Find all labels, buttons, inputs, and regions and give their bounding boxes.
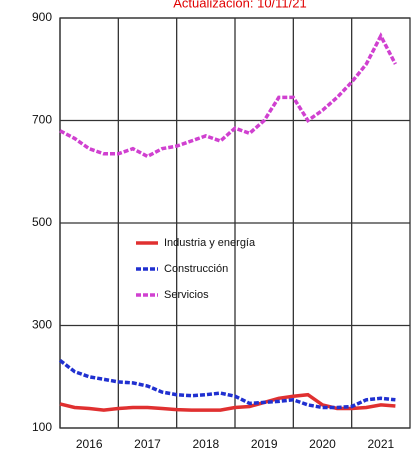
legend-label: Construcción xyxy=(164,263,228,275)
x-tick-label: 2020 xyxy=(309,437,336,451)
x-tick-label: 2021 xyxy=(367,437,394,451)
y-tick-label: 500 xyxy=(32,215,52,229)
x-tick-label: 2016 xyxy=(76,437,103,451)
y-tick-label: 100 xyxy=(32,420,52,434)
y-tick-label: 300 xyxy=(32,318,52,332)
y-tick-label: 900 xyxy=(32,10,52,24)
legend-label: Servicios xyxy=(164,289,209,301)
x-tick-label: 2017 xyxy=(134,437,161,451)
x-tick-label: 2019 xyxy=(251,437,278,451)
x-tick-label: 2018 xyxy=(192,437,219,451)
series-line xyxy=(58,359,396,410)
legend-label: Industria y energía xyxy=(164,237,256,249)
y-tick-label: 700 xyxy=(32,113,52,127)
chart-title: Actualización: 10/11/21 xyxy=(173,0,306,10)
series-line xyxy=(59,32,397,159)
